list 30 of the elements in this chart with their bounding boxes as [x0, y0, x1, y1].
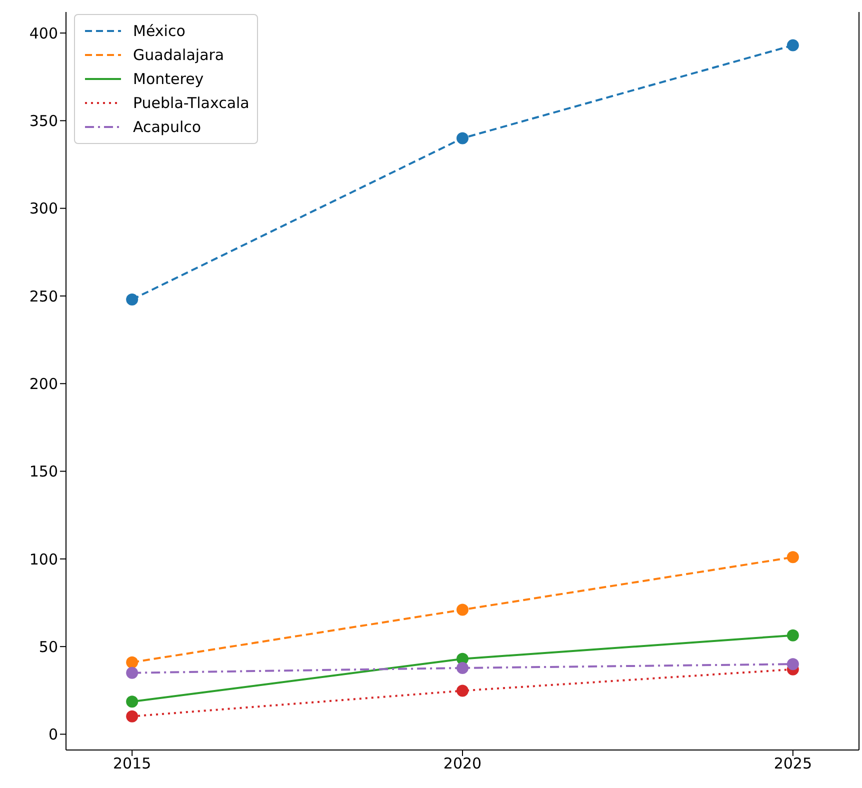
x-tick-label: 2020	[443, 754, 482, 773]
y-tick-label: 150	[29, 462, 58, 481]
point	[456, 662, 468, 674]
legend-label: Guadalajara	[133, 46, 224, 64]
point	[126, 666, 138, 679]
point	[126, 710, 138, 722]
point	[126, 656, 138, 668]
legend-label: Puebla-Tlaxcala	[133, 94, 250, 112]
legend-label: Monterey	[133, 70, 204, 88]
x-tick-label: 2015	[112, 754, 152, 773]
x-tick-label: 2025	[774, 754, 812, 773]
point	[126, 293, 138, 306]
y-tick-label: 50	[38, 638, 58, 656]
point	[786, 658, 799, 670]
point	[456, 132, 468, 144]
point	[786, 551, 799, 564]
y-tick-label: 100	[29, 550, 58, 568]
point	[456, 684, 468, 697]
point	[126, 696, 138, 708]
y-tick-label: 300	[29, 200, 58, 218]
legend-label: Acapulco	[133, 118, 202, 136]
point	[456, 604, 468, 616]
y-tick-label: 250	[29, 287, 58, 306]
legend-label: México	[133, 22, 186, 40]
y-tick-label: 350	[29, 112, 58, 130]
y-tick-label: 400	[29, 24, 58, 42]
point	[786, 629, 799, 642]
y-tick-label: 200	[29, 374, 58, 393]
y-tick-label: 0	[48, 726, 58, 744]
point	[786, 39, 799, 52]
